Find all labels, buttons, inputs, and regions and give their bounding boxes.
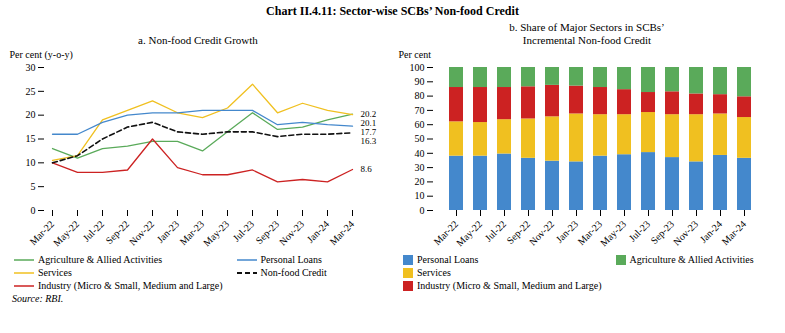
html-text:Services: Services [417, 267, 451, 278]
html-text:b. Share of Major Sectors in S: b. Share of Major Sectors in SCBs’ Incre… [509, 21, 665, 46]
svg-text:Per cent (y-o-y): Per cent (y-o-y) [10, 49, 73, 61]
svg-text:Mar-24: Mar-24 [719, 218, 748, 247]
svg-text:May-22: May-22 [51, 218, 81, 248]
svg-text:Sep-22: Sep-22 [103, 218, 131, 246]
svg-text:Nov-23: Nov-23 [277, 218, 306, 247]
svg-text:Jul-23: Jul-23 [231, 218, 256, 243]
svg-text:Per cent: Per cent [399, 49, 432, 60]
html-text:Industry (Micro & Small, Mediu: Industry (Micro & Small, Medium and Larg… [417, 280, 602, 291]
svg-text:100: 100 [410, 62, 425, 73]
svg-text:30: 30 [26, 62, 36, 73]
svg-text:40: 40 [415, 148, 425, 159]
svg-text:Jul-22: Jul-22 [483, 218, 508, 243]
svg-text:20.2: 20.2 [360, 109, 377, 120]
svg-text:Sep-23: Sep-23 [253, 218, 281, 246]
svg-text:10: 10 [26, 157, 36, 168]
html-text:Source: RBI.: Source: RBI. [12, 293, 64, 304]
html-text:Personal Loans: Personal Loans [417, 254, 479, 265]
svg-text:Mar-22: Mar-22 [27, 218, 57, 248]
svg-text:80: 80 [415, 90, 425, 101]
svg-text:Jan-23: Jan-23 [155, 218, 182, 245]
svg-text:May-23: May-23 [201, 218, 231, 248]
svg-text:90: 90 [415, 76, 425, 87]
html-text:Industry (Micro & Small, Mediu: Industry (Micro & Small, Medium and Larg… [38, 280, 223, 291]
svg-text:5: 5 [31, 181, 36, 192]
svg-text:May-22: May-22 [454, 218, 484, 248]
svg-text:20: 20 [26, 109, 36, 120]
svg-text:Jul-23: Jul-23 [627, 218, 652, 243]
svg-text:Mar-22: Mar-22 [431, 218, 461, 248]
html-text:Services: Services [38, 267, 72, 278]
svg-text:16.3: 16.3 [361, 136, 377, 146]
svg-text:Nov-22: Nov-22 [527, 218, 556, 247]
svg-text:30: 30 [415, 162, 425, 173]
svg-text:17.7: 17.7 [360, 127, 377, 138]
html-text:Non-food Credit: Non-food Credit [260, 267, 327, 278]
svg-text:Nov-22: Nov-22 [127, 218, 156, 247]
svg-text:10: 10 [415, 190, 425, 201]
svg-text:Jan-23: Jan-23 [553, 218, 581, 245]
svg-text:Sep-23: Sep-23 [648, 218, 677, 246]
svg-text:Jan-24: Jan-24 [305, 218, 332, 245]
svg-text:25: 25 [26, 86, 36, 97]
svg-text:0: 0 [31, 205, 36, 216]
html-text:Agriculture & Allied Activitie: Agriculture & Allied Activities [629, 254, 754, 265]
svg-text:50: 50 [415, 133, 425, 144]
svg-text:20.1: 20.1 [360, 118, 377, 129]
svg-text:Mar-23: Mar-23 [177, 218, 207, 248]
svg-text:Sep-22: Sep-22 [504, 218, 533, 246]
html-text:Chart II.4.11: Sector-wise SCB: Chart II.4.11: Sector-wise SCBs’ Non-foo… [266, 4, 519, 18]
svg-text:60: 60 [415, 119, 425, 130]
svg-text:0: 0 [420, 205, 425, 216]
svg-text:May-23: May-23 [598, 218, 628, 248]
svg-text:Nov-23: Nov-23 [671, 218, 700, 247]
svg-text:Jul-22: Jul-22 [81, 218, 106, 243]
svg-text:Jan-24: Jan-24 [697, 218, 725, 245]
svg-text:Mar-23: Mar-23 [575, 218, 605, 248]
svg-text:8.6: 8.6 [361, 164, 373, 174]
svg-text:Mar-24: Mar-24 [327, 218, 356, 247]
svg-text:20: 20 [415, 176, 425, 187]
svg-text:15: 15 [26, 133, 36, 144]
html-text:a. Non-food Credit Growth: a. Non-food Credit Growth [138, 34, 258, 46]
svg-text:70: 70 [415, 105, 425, 116]
html-text:Personal Loans: Personal Loans [260, 254, 322, 265]
html-text:Agriculture & Allied Activitie: Agriculture & Allied Activities [38, 254, 163, 265]
